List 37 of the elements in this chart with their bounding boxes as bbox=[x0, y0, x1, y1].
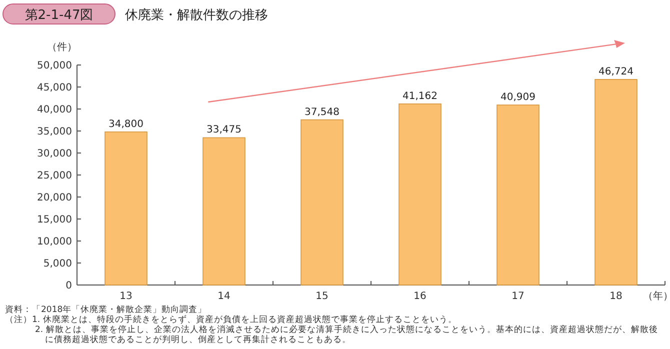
y-axis-title: （件） bbox=[47, 42, 77, 53]
text: （注）1. 休廃業とは、特段の手続きをとらず、資産が負債を上回る資産超過状態で事業を停止することをいう。 bbox=[5, 314, 457, 325]
data-label: 41,162 bbox=[402, 90, 438, 102]
data-label: 37,548 bbox=[304, 106, 340, 118]
data-label: 40,909 bbox=[500, 92, 536, 103]
y-tick-label: 45,000 bbox=[37, 82, 72, 94]
bar bbox=[594, 79, 638, 286]
x-tick-label: 15 bbox=[316, 291, 328, 302]
bar bbox=[496, 104, 540, 286]
x-tick-label: 18 bbox=[610, 291, 622, 302]
x-tick-label: 17 bbox=[512, 291, 524, 302]
data-label: 34,800 bbox=[108, 118, 144, 130]
y-tick-label: 50,000 bbox=[37, 60, 72, 72]
bar bbox=[202, 137, 246, 286]
chart-subtitle: 休廃業・解散件数の推移 bbox=[125, 8, 268, 23]
text: 資料：「2018年「休廃業・解散企業」動向調査」 bbox=[5, 304, 207, 315]
data-label: 46,724 bbox=[598, 66, 634, 78]
text: 2. 解散とは、事業を停止し、企業の法人格を消滅させるために必要な清算手続きに入った状態になることをいう。基本的には、資産超過状態だが、解散後に債務超過状態であることが判明し、倒産として再集計されることもある。 bbox=[35, 324, 658, 345]
y-tick-label: 25,000 bbox=[37, 170, 72, 182]
y-tick-label: 40,000 bbox=[37, 104, 72, 116]
bar bbox=[398, 103, 442, 286]
title: 第2-1-47図 bbox=[2, 4, 116, 24]
data-label: 33,475 bbox=[206, 124, 242, 136]
x-tick-label: 16 bbox=[414, 291, 426, 302]
y-tick-label: 20,000 bbox=[37, 192, 72, 204]
chart-title: 第2-1-47図 bbox=[24, 8, 94, 23]
bar bbox=[104, 131, 148, 286]
y-tick-label: 5,000 bbox=[43, 258, 72, 270]
x-tick-label: 14 bbox=[218, 291, 230, 302]
y-tick-label: 10,000 bbox=[37, 236, 72, 248]
y-tick-label: 35,000 bbox=[37, 126, 72, 138]
x-axis-title: （年） bbox=[643, 290, 670, 302]
y-tick-label: 15,000 bbox=[37, 214, 72, 226]
bar bbox=[300, 119, 344, 286]
y-tick-label: 30,000 bbox=[37, 148, 72, 160]
y-tick-label: 0 bbox=[66, 280, 72, 292]
x-tick-label: 13 bbox=[120, 291, 132, 302]
